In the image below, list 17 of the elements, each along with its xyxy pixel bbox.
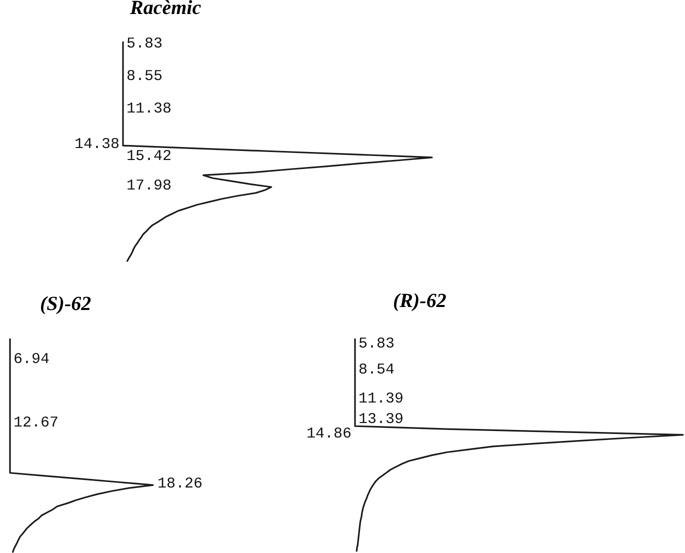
chart-title: (R)-62 [393, 290, 446, 312]
y-tick-label: 14.86 [306, 425, 352, 442]
y-tick-label: 5.83 [358, 335, 395, 352]
y-tick-label: 12.67 [14, 414, 59, 432]
y-tick-label: 5.83 [126, 35, 163, 52]
y-tick-label: 14.38 [74, 136, 120, 154]
chart-title: Racèmic [129, 0, 202, 19]
y-tick-label: 17.98 [126, 178, 172, 195]
y-tick-label: 18.26 [158, 476, 203, 493]
chart-title: (S)-62 [40, 293, 92, 316]
y-tick-label: 11.39 [358, 390, 404, 408]
y-tick-label: 8.54 [358, 361, 395, 378]
y-tick-label: 6.94 [14, 350, 50, 368]
y-tick-label: 13.39 [358, 410, 404, 428]
y-tick-label: 15.42 [126, 148, 172, 165]
y-tick-label: 11.38 [126, 100, 172, 118]
y-tick-label: 8.55 [126, 68, 163, 86]
